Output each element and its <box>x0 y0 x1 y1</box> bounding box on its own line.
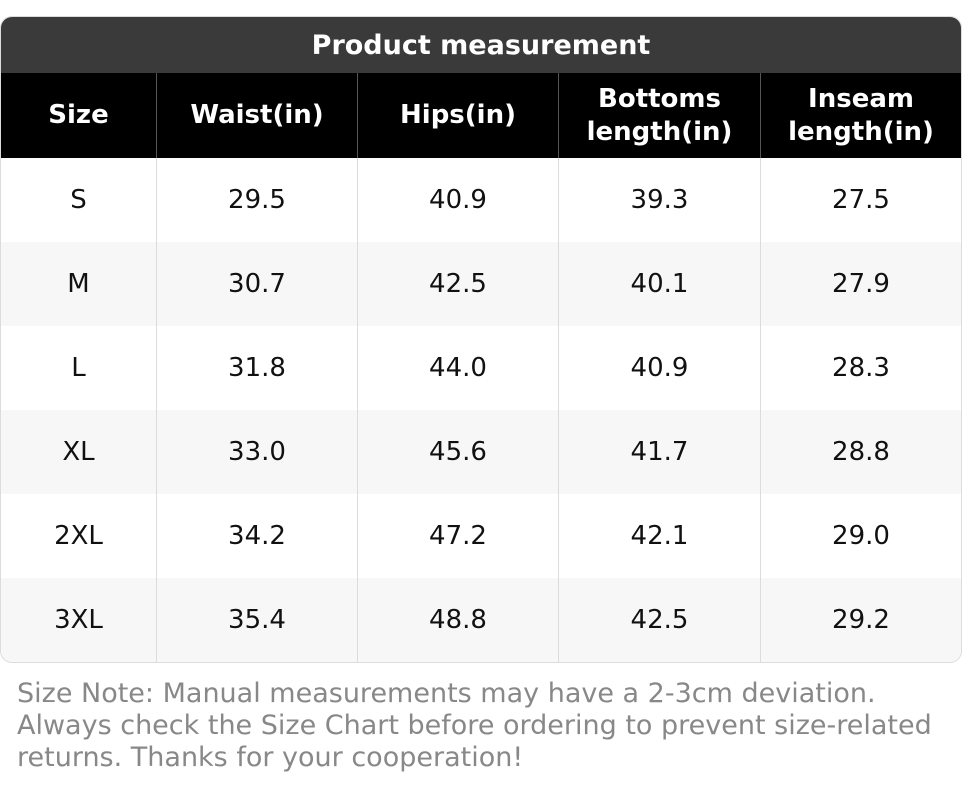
table-cell: M <box>1 242 156 326</box>
table-cell: 29.5 <box>156 158 357 242</box>
table-cell: 42.1 <box>558 494 760 578</box>
table-cell: 29.2 <box>760 578 961 662</box>
table-cell: 27.9 <box>760 242 961 326</box>
size-table: Product measurement Size Waist(in) Hips(in… <box>0 16 962 663</box>
table-cell: 44.0 <box>357 326 558 410</box>
table-cell: 3XL <box>1 578 156 662</box>
table-cell: 2XL <box>54 521 103 551</box>
table-cell: 42.5 <box>558 578 760 662</box>
header-cell: Size <box>1 73 156 158</box>
table-cell: 40.9 <box>357 158 558 242</box>
table-cell: L <box>71 353 86 383</box>
table-cell: 40.9 <box>558 326 760 410</box>
table-cell: 27.5 <box>760 158 961 242</box>
table-cell: 35.4 <box>156 578 357 662</box>
header-cell: Bottoms length(in) <box>558 73 760 158</box>
table-cell: 28.8 <box>760 410 961 494</box>
size-note: Size Note: Manual measurements may have … <box>17 678 932 773</box>
table-cell: 28.3 <box>760 326 961 410</box>
table-cell: 31.8 <box>156 326 357 410</box>
header-cell: Hips(in) <box>357 73 558 158</box>
table-cell: 42.5 <box>357 242 558 326</box>
table-cell: 39.3 <box>558 158 760 242</box>
table-cell: XL <box>1 410 156 494</box>
table-cell: 40.1 <box>558 242 760 326</box>
table-cell: 41.7 <box>558 410 760 494</box>
table-cell: 30.7 <box>156 242 357 326</box>
header-cell: Waist(in) <box>156 73 357 158</box>
table-cell: 47.2 <box>357 494 558 578</box>
table-cell: 29.0 <box>760 494 961 578</box>
table-cell: 33.0 <box>156 410 357 494</box>
header-cell: Inseam length(in) <box>760 73 961 158</box>
table-cell: S <box>70 185 87 215</box>
table-grid: Size Waist(in) Hips(in) Bottoms length(in) I… <box>1 73 961 662</box>
table-cell: 48.8 <box>357 578 558 662</box>
table-title: Product measurement <box>1 17 961 73</box>
table-cell: 34.2 <box>156 494 357 578</box>
table-cell: 45.6 <box>357 410 558 494</box>
